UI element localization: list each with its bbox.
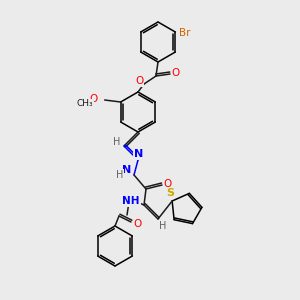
Text: H: H [116,170,124,180]
Text: CH₃: CH₃ [76,100,93,109]
Text: O: O [134,219,142,229]
Text: O: O [135,76,143,86]
Text: H: H [159,221,167,231]
Text: S: S [166,188,174,198]
Text: O: O [164,179,172,189]
Text: O: O [172,68,180,78]
Text: NH: NH [122,196,140,206]
Text: O: O [90,94,98,104]
Text: N: N [134,149,144,159]
Text: H: H [113,137,121,147]
Text: N: N [122,165,132,175]
Text: Br: Br [178,28,190,38]
